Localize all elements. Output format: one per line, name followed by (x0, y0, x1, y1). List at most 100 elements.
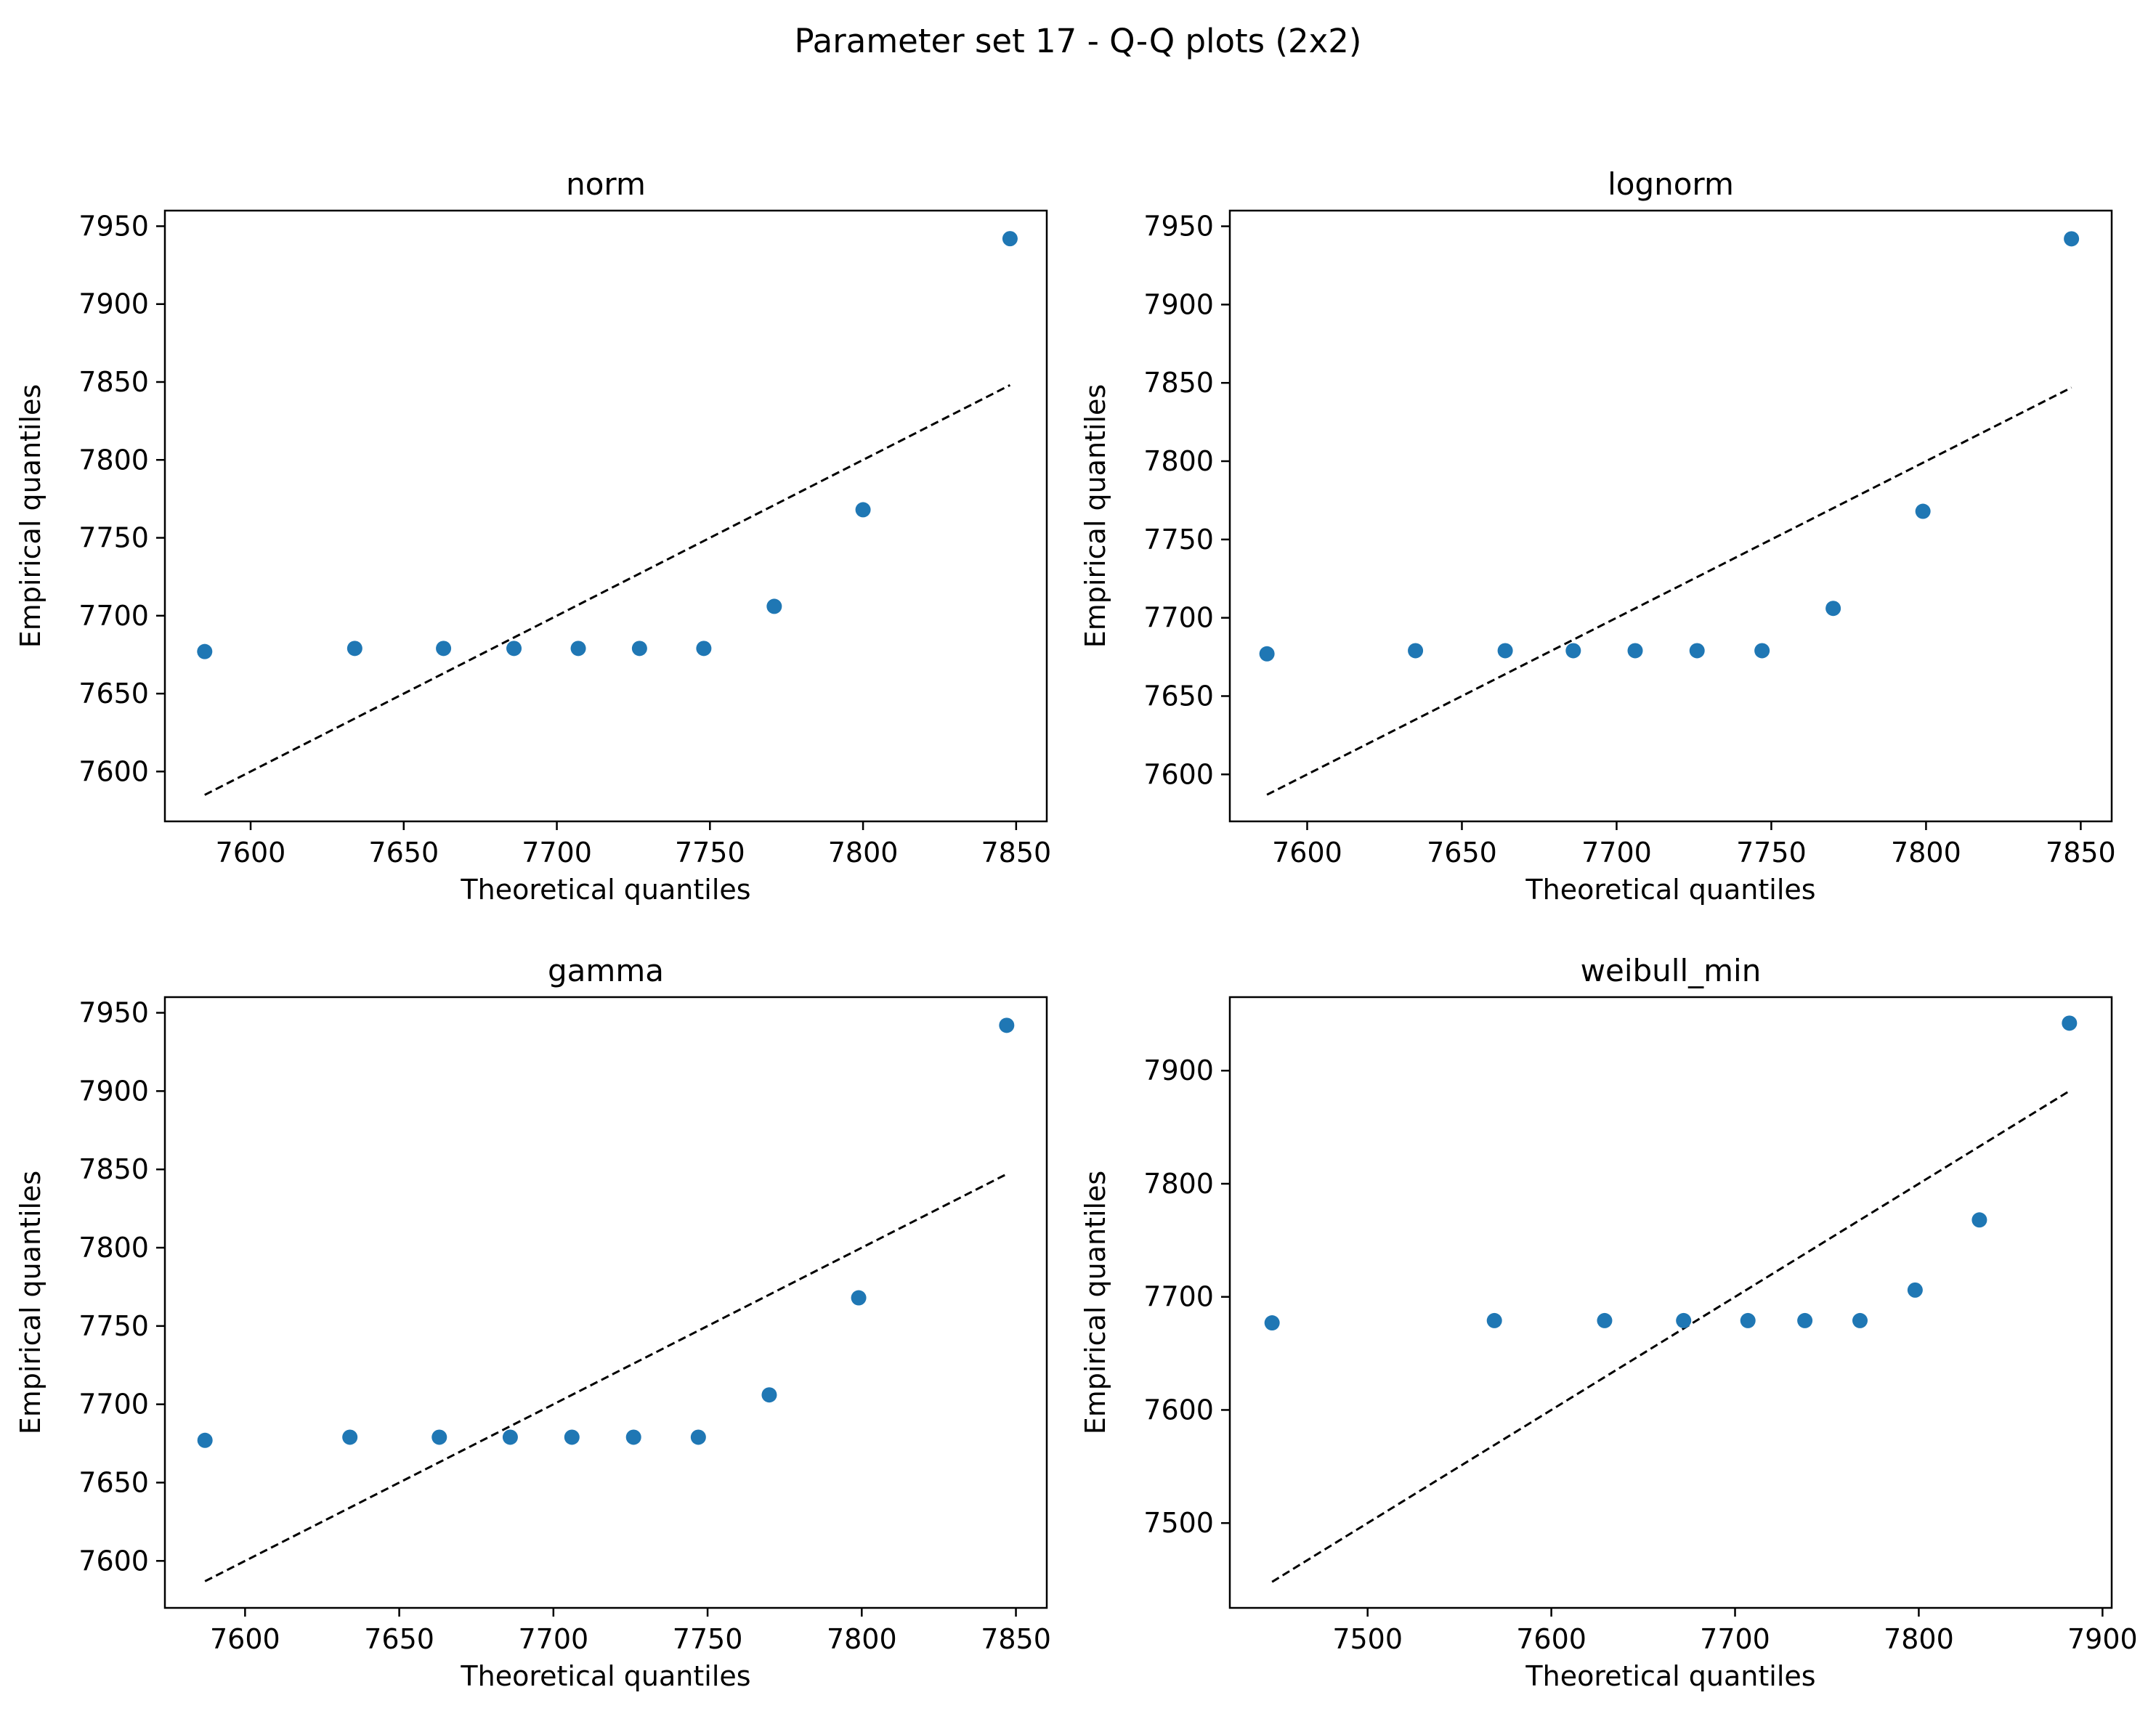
subplot-title: gamma (548, 953, 664, 988)
data-point (2062, 1015, 2078, 1031)
data-point (625, 1429, 641, 1445)
data-point (1971, 1212, 1987, 1228)
x-tick-label: 7600 (216, 837, 286, 869)
x-axis-label: Theoretical quantiles (460, 874, 750, 906)
data-point (1825, 601, 1841, 617)
x-axis-label: Theoretical quantiles (1525, 874, 1815, 906)
y-tick-label: 7600 (78, 1545, 149, 1577)
x-tick-label: 7800 (1884, 1623, 1954, 1655)
data-point (1676, 1312, 1692, 1328)
axes-frame (1228, 209, 2113, 823)
data-point (431, 1429, 447, 1445)
reference-line (204, 1173, 1008, 1582)
data-point (1264, 1315, 1280, 1331)
x-tick-label: 7850 (981, 837, 1051, 869)
x-tick-label: 7650 (368, 837, 439, 869)
reference-line (1266, 386, 2072, 796)
data-point (1259, 646, 1275, 662)
y-tick-label: 7750 (78, 522, 149, 554)
x-tick-label: 7800 (1891, 837, 1961, 869)
y-axis-label: Empirical quantiles (1079, 384, 1111, 648)
x-tick-label: 7750 (673, 1623, 743, 1655)
x-tick-label: 7700 (522, 837, 592, 869)
data-point (346, 641, 362, 657)
subplot-lognorm: lognorm 7600 7650 7700 7750 7800 7850 7600 7650 7… (1079, 166, 2116, 906)
x-tick-label: 7600 (210, 1623, 280, 1655)
y-tick-label: 7750 (1143, 524, 1214, 556)
y-tick-label: 7650 (78, 678, 149, 710)
y-axis-label: Empirical quantiles (15, 1171, 46, 1434)
y-tick-label: 7800 (1143, 1168, 1214, 1200)
axes-frame (163, 996, 1048, 1609)
x-tick-label: 7800 (828, 837, 899, 869)
data-point (436, 641, 452, 657)
subplot-norm: norm 7600 7650 7700 7750 7800 7850 7600 7650 7700… (15, 166, 1051, 906)
data-point (1002, 231, 1018, 247)
y-tick-label: 7950 (78, 210, 149, 242)
x-tick-label: 7850 (2046, 837, 2116, 869)
data-point (766, 598, 782, 614)
y-tick-label: 7600 (1143, 758, 1214, 790)
data-point (564, 1429, 580, 1445)
y-tick-label: 7900 (78, 1075, 149, 1107)
data-point (999, 1017, 1015, 1033)
y-tick-label: 7800 (78, 1232, 149, 1264)
y-tick-label: 7600 (78, 755, 149, 787)
y-tick-label: 7850 (78, 1153, 149, 1185)
y-tick-label: 7900 (1143, 1054, 1214, 1086)
x-tick-label: 7750 (1736, 837, 1807, 869)
y-tick-label: 7900 (78, 288, 149, 320)
y-axis-label: Empirical quantiles (15, 384, 46, 648)
data-point (1907, 1282, 1923, 1298)
y-tick-label: 7700 (78, 1389, 149, 1421)
y-tick-label: 7750 (78, 1310, 149, 1342)
subplot-weibull-min: weibull_min 7500 7600 7700 7800 7900 7500 7600 7… (1079, 953, 2138, 1692)
data-point (1852, 1312, 1868, 1328)
x-tick-label: 7850 (981, 1623, 1051, 1655)
data-point (1740, 1312, 1756, 1328)
x-tick-label: 7700 (1700, 1623, 1770, 1655)
y-tick-label: 7950 (1143, 211, 1214, 243)
data-point (631, 641, 647, 657)
x-tick-label: 7500 (1332, 1623, 1403, 1655)
x-tick-label: 7750 (675, 837, 745, 869)
data-point (1408, 643, 1424, 659)
y-tick-label: 7650 (1143, 680, 1214, 712)
x-tick-label: 7650 (1427, 837, 1497, 869)
reference-line (204, 383, 1011, 796)
data-point (1797, 1312, 1813, 1328)
data-point (502, 1429, 518, 1445)
data-point (696, 641, 712, 657)
subplot-title: lognorm (1608, 166, 1734, 202)
y-tick-label: 7800 (1143, 445, 1214, 477)
x-tick-label: 7700 (518, 1623, 588, 1655)
data-point (570, 641, 586, 657)
data-point (855, 502, 871, 518)
data-point (506, 641, 522, 657)
figure-title: Parameter set 17 - Q-Q plots (2x2) (795, 22, 1362, 60)
y-tick-label: 7700 (1143, 602, 1214, 634)
x-tick-label: 7700 (1581, 837, 1652, 869)
y-tick-label: 7950 (78, 997, 149, 1029)
y-tick-label: 7700 (78, 600, 149, 632)
data-point (1597, 1312, 1613, 1328)
y-tick-label: 7800 (78, 444, 149, 476)
data-point (197, 643, 213, 659)
data-point (1627, 643, 1643, 659)
y-axis-label: Empirical quantiles (1079, 1171, 1111, 1434)
y-tick-label: 7650 (78, 1466, 149, 1498)
data-point (1689, 643, 1705, 659)
x-tick-label: 7800 (827, 1623, 897, 1655)
reference-line (1271, 1089, 2070, 1583)
data-point (2064, 231, 2080, 247)
data-point (342, 1429, 358, 1445)
subplot-gamma: gamma 7600 7650 7700 7750 7800 7850 7600 7650 770… (15, 953, 1051, 1692)
axes-frame (1228, 996, 2113, 1609)
x-axis-label: Theoretical quantiles (460, 1660, 750, 1692)
x-tick-label: 7650 (364, 1623, 434, 1655)
data-point (761, 1387, 777, 1403)
data-point (1754, 643, 1770, 659)
data-point (197, 1432, 213, 1448)
subplot-title: weibull_min (1581, 953, 1762, 988)
data-point (1497, 643, 1513, 659)
